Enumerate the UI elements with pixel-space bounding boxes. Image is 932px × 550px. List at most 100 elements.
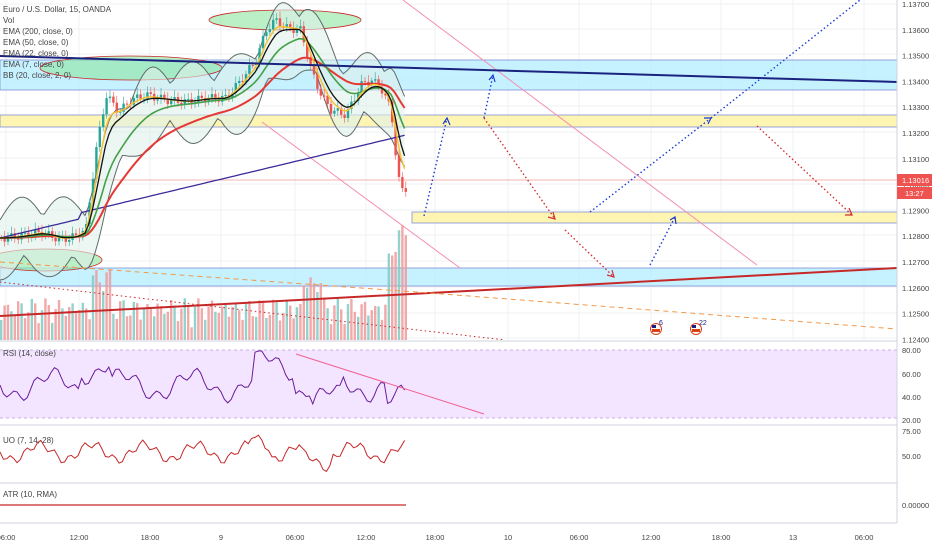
event-flag-us-1[interactable]: 6 bbox=[650, 320, 664, 335]
legend-ema200[interactable]: EMA (200, close, 0) bbox=[3, 27, 73, 36]
projection-up-1[interactable] bbox=[423, 117, 448, 217]
candle-body bbox=[142, 98, 146, 100]
ema-200-line bbox=[0, 134, 405, 239]
legend-ema7[interactable]: EMA (7, close, 0) bbox=[3, 60, 64, 69]
candle-body bbox=[346, 109, 350, 119]
volume-bar bbox=[40, 310, 44, 340]
atr-pane-label[interactable]: ATR (10, RMA) bbox=[3, 490, 58, 499]
candle-body bbox=[173, 97, 176, 100]
volume-bar bbox=[125, 316, 129, 340]
volume-bar bbox=[384, 304, 387, 340]
support-zone-cyan-lower[interactable] bbox=[0, 267, 897, 287]
candle-body bbox=[360, 81, 363, 94]
volume-bar bbox=[251, 316, 254, 340]
candle-body bbox=[68, 239, 71, 242]
volume-bar bbox=[170, 299, 173, 340]
volume-bar bbox=[299, 303, 302, 340]
rsi-pane[interactable] bbox=[0, 349, 897, 419]
price-axis[interactable]: 1.13700 1.13600 1.13500 1.13400 1.13300 1.132… bbox=[896, 0, 932, 550]
volume-bar bbox=[210, 300, 214, 340]
bollinger-band-lower bbox=[0, 69, 406, 281]
volume-bar bbox=[88, 319, 91, 340]
volume-bar bbox=[244, 302, 248, 340]
projection-path[interactable] bbox=[423, 0, 861, 278]
main-pane[interactable]: 6 22 bbox=[0, 0, 897, 340]
projection-up-4[interactable] bbox=[589, 117, 712, 213]
volume-bar bbox=[275, 302, 278, 340]
time-axis[interactable]: 06:00 12:00 18:00 9 06:00 12:00 18:00 10 06:00 12… bbox=[0, 533, 873, 542]
time-axis-label: 12:00 bbox=[70, 533, 89, 542]
volume-bar bbox=[176, 321, 180, 340]
candle-body bbox=[353, 100, 356, 102]
projection-up-3[interactable] bbox=[649, 216, 676, 266]
volume-bar bbox=[227, 316, 231, 340]
candle-body bbox=[125, 103, 129, 105]
event-flag-us-2[interactable]: 22 bbox=[690, 320, 707, 335]
dashed-orange-projection[interactable] bbox=[429, 292, 897, 330]
projection-down-2[interactable] bbox=[564, 229, 615, 278]
flag-stripe bbox=[692, 329, 700, 332]
symbol-title[interactable]: Euro / U.S. Dollar, 15, OANDA bbox=[3, 5, 112, 14]
price-axis-label: 1.12800 bbox=[902, 232, 929, 241]
current-price-badge bbox=[897, 174, 932, 186]
volume-bar bbox=[312, 283, 316, 340]
uo-axis-label-75: 75.00 bbox=[902, 427, 921, 436]
current-price-value: 1.13016 bbox=[902, 176, 929, 185]
trend-line-red[interactable] bbox=[0, 267, 897, 317]
dotted-red-support[interactable] bbox=[0, 281, 506, 340]
time-axis-label: 06:00 bbox=[570, 533, 589, 542]
candle-body bbox=[289, 24, 292, 29]
volume-bar bbox=[234, 302, 237, 340]
volume-bar bbox=[153, 316, 156, 340]
volume-bar bbox=[289, 305, 292, 340]
uo-pane-label[interactable]: UO (7, 14, 28) bbox=[3, 436, 54, 445]
legend-vol[interactable]: Vol bbox=[3, 16, 15, 25]
rsi-line bbox=[0, 350, 406, 406]
candle-body bbox=[326, 95, 329, 104]
candle-body bbox=[210, 94, 214, 98]
channel-line-lower[interactable] bbox=[261, 121, 461, 269]
rsi-pane-label[interactable]: RSI (14, close) bbox=[3, 349, 56, 358]
legend-ema22[interactable]: EMA (22, close, 0) bbox=[3, 49, 69, 58]
candle-body bbox=[374, 79, 377, 81]
volume-bar bbox=[136, 303, 139, 340]
volume-bar bbox=[404, 235, 407, 340]
projection-down-3[interactable] bbox=[756, 125, 853, 216]
trend-line-blue[interactable] bbox=[0, 55, 897, 83]
volume-bar bbox=[115, 318, 118, 340]
candle-body bbox=[207, 97, 210, 103]
legend-ema50[interactable]: EMA (50, close, 0) bbox=[3, 38, 69, 47]
rsi-axis-label-20: 20.00 bbox=[902, 416, 921, 425]
projection-down-1[interactable] bbox=[483, 117, 556, 220]
volume-bar bbox=[340, 309, 343, 340]
volume-bar bbox=[159, 306, 163, 340]
candle-body bbox=[319, 88, 322, 96]
channel-line-upper[interactable] bbox=[402, 0, 758, 266]
volume-bar bbox=[309, 277, 312, 340]
volume-bar bbox=[360, 304, 363, 340]
volume-bar bbox=[190, 327, 193, 340]
projection-up-2[interactable] bbox=[483, 74, 494, 119]
projection-up-5[interactable] bbox=[710, 0, 861, 119]
support-zone-yellow-lower[interactable] bbox=[411, 211, 897, 224]
candle-body bbox=[340, 108, 343, 115]
uo-pane[interactable] bbox=[0, 434, 406, 473]
candle-body bbox=[401, 176, 404, 189]
volume-bar bbox=[23, 318, 27, 340]
event-badge-count: 6 bbox=[659, 320, 663, 327]
time-axis-label: 06:00 bbox=[286, 533, 305, 542]
volume-bar bbox=[326, 308, 329, 340]
volume-bar bbox=[37, 323, 40, 340]
volume-bar bbox=[319, 283, 322, 340]
rsi-trend-line[interactable] bbox=[295, 353, 485, 415]
candle-body bbox=[17, 238, 20, 240]
legend-bb[interactable]: BB (20, close, 2, 0) bbox=[3, 71, 72, 80]
volume-bar bbox=[64, 315, 67, 340]
volume-bar bbox=[217, 312, 220, 340]
candle-body bbox=[74, 233, 78, 235]
candle-body bbox=[384, 93, 387, 96]
volume-bar bbox=[401, 225, 404, 340]
volume-bar bbox=[268, 314, 271, 340]
rsi-axis-label-60: 60.00 bbox=[902, 370, 921, 379]
